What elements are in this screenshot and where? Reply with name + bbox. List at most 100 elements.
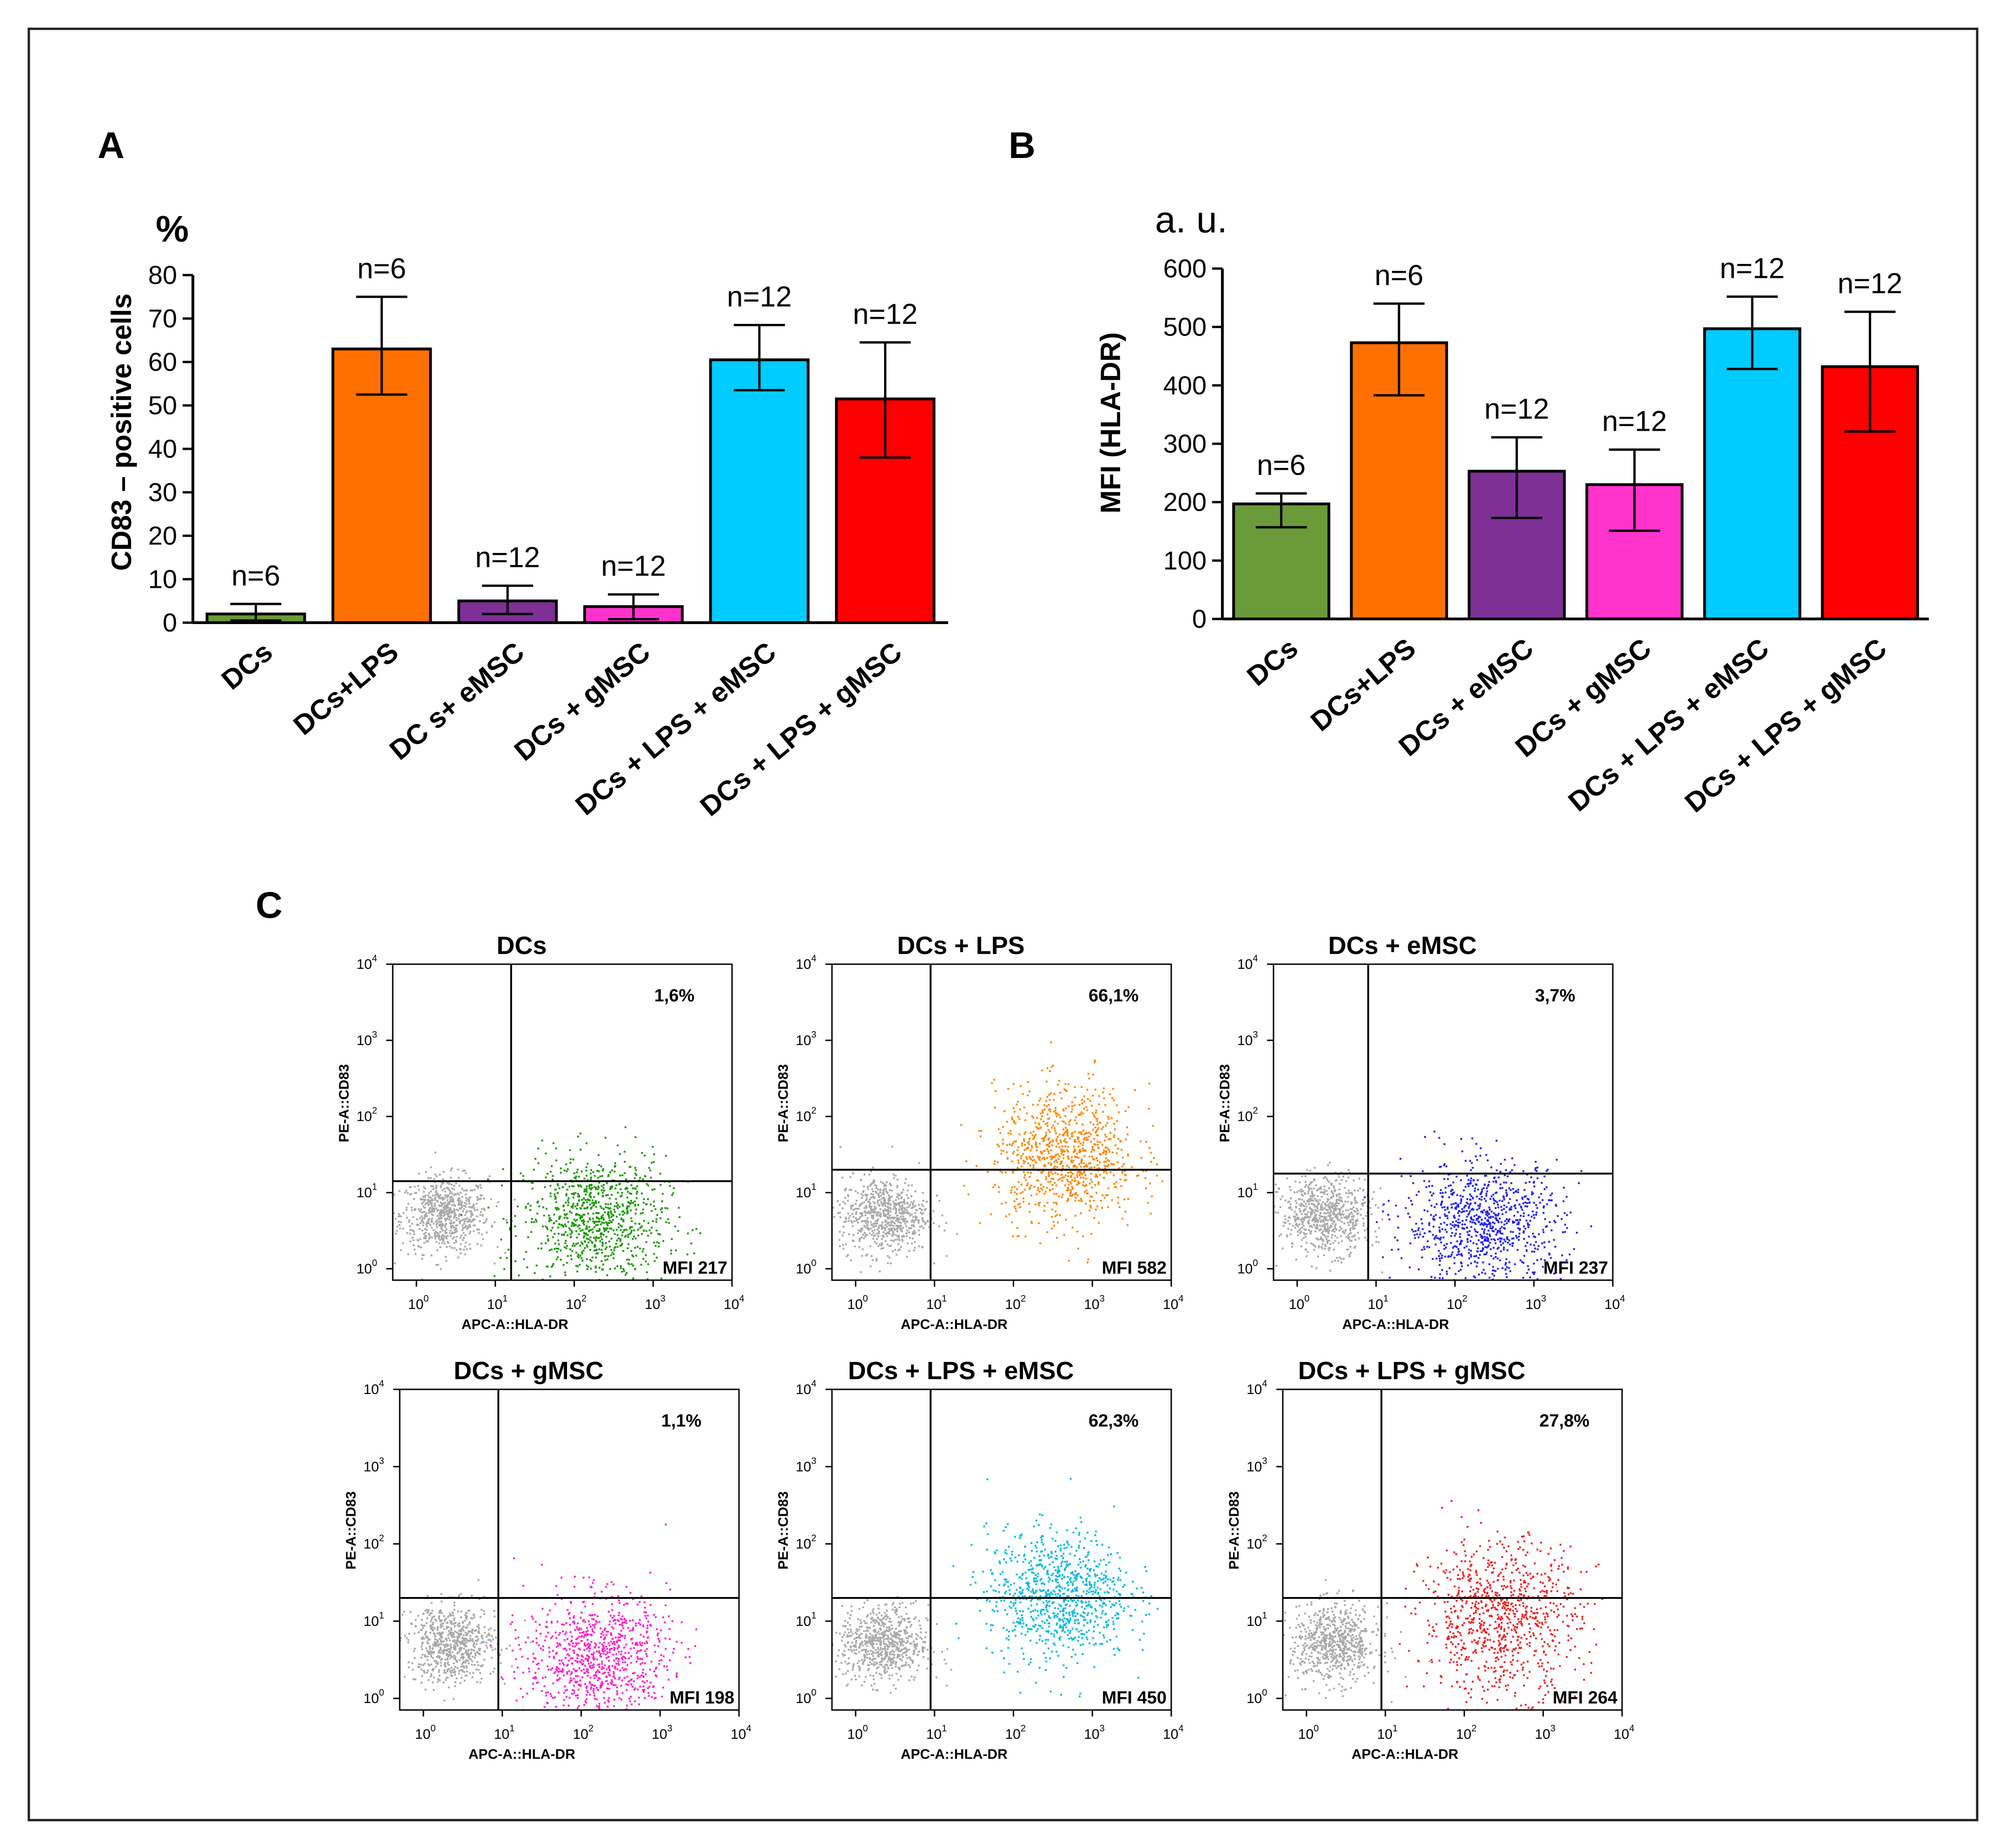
flow-x-axis-label: APC-A::HLA-DR <box>469 1747 575 1762</box>
flow-x-axis-label: APC-A::HLA-DR <box>462 1317 568 1332</box>
flow-plot-title: DCs + LPS + eMSC <box>848 1357 1074 1385</box>
y-tick-exponent: 2 <box>1253 1106 1258 1116</box>
x-tick-exponent: 3 <box>1541 1294 1546 1304</box>
y-tick-label: 400 <box>1163 370 1207 400</box>
y-tick-label: 100 <box>1163 546 1207 575</box>
negative-events <box>393 1151 516 1280</box>
panel-letter-a: A <box>98 125 125 166</box>
y-tick-label: 104 <box>796 954 817 972</box>
y-tick-label: 80 <box>148 260 177 289</box>
y-tick-label: 30 <box>148 478 177 507</box>
positive-events <box>960 1041 1171 1263</box>
flow-plot-events <box>1274 1131 1592 1280</box>
x-tick-exponent: 4 <box>1178 1723 1183 1734</box>
flow-plot-frame <box>1282 1388 1623 1711</box>
x-tick-label: 103 <box>1535 1723 1556 1742</box>
positive-events <box>1364 1131 1592 1280</box>
negative-events <box>832 1596 952 1694</box>
x-tick-label: 103 <box>652 1723 673 1742</box>
figure-border <box>27 27 1979 1822</box>
n-label: n=12 <box>853 298 918 330</box>
x-tick-exponent: 3 <box>667 1723 673 1734</box>
x-tick-exponent: 0 <box>1313 1723 1319 1734</box>
x-tick-exponent: 1 <box>1383 1294 1388 1304</box>
x-tick-exponent: 3 <box>1100 1294 1105 1304</box>
x-tick-exponent: 1 <box>509 1723 515 1734</box>
flow-y-axis-label: PE-A::CD83 <box>1217 1064 1233 1142</box>
x-tick-exponent: 0 <box>430 1723 436 1734</box>
panel-a-y-axis-label: CD83 – positive cells <box>106 294 137 571</box>
x-tick-label: 102 <box>1005 1294 1026 1312</box>
y-tick-exponent: 0 <box>811 1258 816 1268</box>
y-tick-exponent: 3 <box>379 1456 384 1466</box>
x-tick-exponent: 4 <box>1629 1723 1634 1734</box>
mfi-value: MFI 264 <box>1553 1688 1617 1708</box>
y-tick-exponent: 2 <box>1262 1533 1267 1544</box>
flow-plot-title: DCs + LPS + gMSC <box>1298 1357 1525 1385</box>
x-tick-exponent: 2 <box>1462 1294 1467 1304</box>
percent-positive: 62,3% <box>1089 1411 1139 1431</box>
mfi-value: MFI 237 <box>1544 1258 1608 1278</box>
flow-y-axis-label: PE-A::CD83 <box>776 1064 791 1142</box>
flow-y-axis-label: PE-A::CD83 <box>776 1491 791 1569</box>
positive-events <box>952 1478 1159 1697</box>
flow-plot-frame <box>831 1388 1172 1711</box>
percent-positive: 66,1% <box>1089 986 1139 1006</box>
panel-a-unit: % <box>156 208 189 250</box>
flow-y-axis-label: PE-A::CD83 <box>343 1491 359 1569</box>
panel-b-y-axis-label: MFI (HLA-DR) <box>1095 332 1126 513</box>
flow-plot-title: DCs + eMSC <box>1328 932 1477 960</box>
flow-plot-events <box>832 1478 1159 1697</box>
y-tick-exponent: 0 <box>379 1688 384 1698</box>
y-tick-label: 102 <box>796 1533 817 1552</box>
x-tick-exponent: 3 <box>660 1294 666 1304</box>
mfi-value: MFI 217 <box>663 1258 727 1278</box>
y-tick-exponent: 3 <box>1262 1456 1267 1466</box>
negative-events <box>400 1579 532 1702</box>
y-tick-exponent: 1 <box>1262 1611 1267 1621</box>
flow-plot-frame <box>831 963 1172 1281</box>
mfi-value: MFI 198 <box>670 1688 734 1708</box>
y-tick-label: 50 <box>148 391 177 420</box>
y-tick-exponent: 0 <box>811 1688 816 1698</box>
negative-events <box>1274 1162 1421 1274</box>
flow-x-axis-label: APC-A::HLA-DR <box>1342 1317 1449 1332</box>
y-tick-label: 20 <box>148 521 177 550</box>
y-tick-label: 200 <box>1163 487 1207 517</box>
positive-events <box>1399 1500 1603 1710</box>
y-tick-exponent: 1 <box>811 1182 816 1192</box>
y-tick-exponent: 0 <box>1262 1688 1267 1698</box>
flow-plot-title: DCs + gMSC <box>454 1357 604 1385</box>
n-label: n=12 <box>1602 406 1667 438</box>
y-tick-exponent: 4 <box>1253 954 1258 964</box>
x-tick-exponent: 1 <box>1392 1723 1398 1734</box>
y-tick-exponent: 3 <box>811 1456 816 1466</box>
bar <box>709 358 810 624</box>
flow-plot-events <box>400 1523 698 1710</box>
y-tick-label: 0 <box>163 608 177 637</box>
y-tick-exponent: 0 <box>1253 1258 1258 1268</box>
y-tick-exponent: 4 <box>811 1379 816 1389</box>
flow-y-axis-label: PE-A::CD83 <box>337 1064 352 1142</box>
y-tick-label: 0 <box>1192 604 1207 633</box>
flow-x-axis-label: APC-A::HLA-DR <box>1352 1747 1458 1762</box>
y-tick-exponent: 2 <box>372 1106 377 1116</box>
flow-x-axis-label: APC-A::HLA-DR <box>901 1747 1008 1762</box>
n-label: n=12 <box>475 542 540 574</box>
x-tick-exponent: 1 <box>502 1294 508 1304</box>
y-tick-label: 10 <box>148 565 177 594</box>
x-tick-exponent: 4 <box>1620 1294 1625 1304</box>
y-tick-label: 600 <box>1163 254 1207 283</box>
flow-plot-events <box>832 1041 1171 1273</box>
panel-b-axes: 0 100 200 300 400 500 600 <box>1163 254 1929 633</box>
negative-events <box>1283 1579 1431 1703</box>
y-tick-exponent: 3 <box>1253 1030 1258 1040</box>
y-tick-exponent: 1 <box>379 1611 384 1621</box>
flow-plot-frame <box>392 963 733 1281</box>
